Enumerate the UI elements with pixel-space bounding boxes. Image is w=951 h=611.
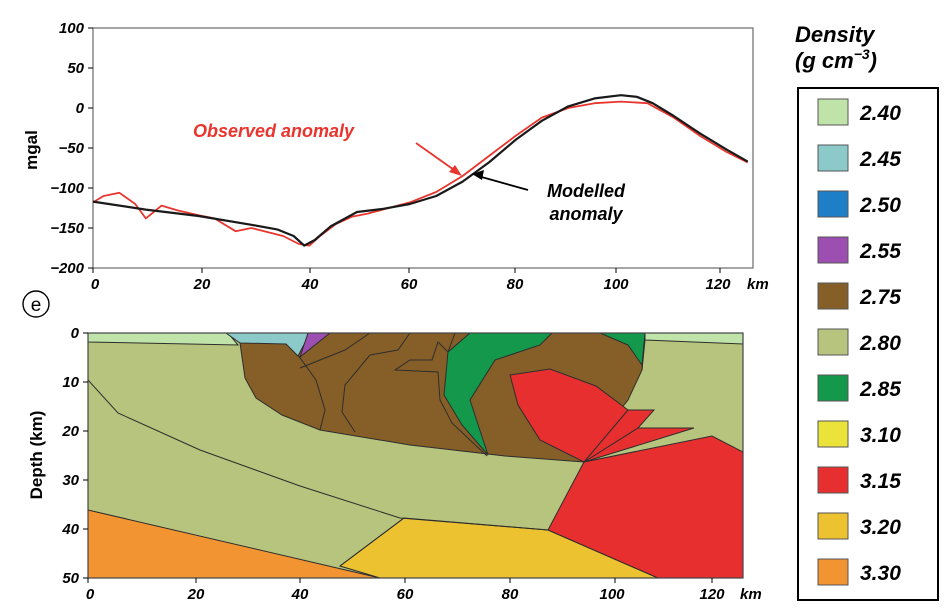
legend-swatch-2-75 xyxy=(817,282,849,310)
legend-swatch-2-40 xyxy=(817,98,849,126)
modelled-arrow-head xyxy=(472,170,484,180)
sx-tick-20: 20 xyxy=(187,586,205,603)
sx-unit-km: km xyxy=(740,586,762,603)
intrusion-inner-2 xyxy=(583,427,639,463)
sy-tick-0: 0 xyxy=(71,325,80,342)
sx-tick-100: 100 xyxy=(599,586,625,603)
panel-label: e xyxy=(31,295,42,316)
modelled-anomaly-label-line1: Modelled xyxy=(547,181,626,201)
basin-fault-4 xyxy=(393,332,488,457)
legend-swatch-3-20 xyxy=(817,512,849,540)
gravity-x-ticks: 0 20 40 60 80 100 120 km xyxy=(91,268,769,293)
gx-tick-20: 20 xyxy=(193,276,211,293)
legend-swatch-2-50 xyxy=(817,190,849,218)
gx-tick-40: 40 xyxy=(301,276,319,293)
legend-value-2-80: 2.80 xyxy=(859,332,901,355)
sy-tick-40: 40 xyxy=(61,521,79,538)
sy-tick-10: 10 xyxy=(62,374,79,391)
sy-tick-50: 50 xyxy=(62,570,79,587)
layer-2-85-wedge xyxy=(443,332,554,456)
observed-arrow-head xyxy=(449,165,462,176)
gy-tick-m150: −150 xyxy=(50,220,84,237)
basin-fault-3 xyxy=(341,332,411,433)
gx-tick-100: 100 xyxy=(603,276,629,293)
gravity-panel: 100 50 0 −50 −100 −150 −200 0 20 40 60 8… xyxy=(22,20,769,293)
sx-tick-40: 40 xyxy=(291,586,309,603)
modelled-arrow-line xyxy=(477,175,529,191)
gy-tick-100: 100 xyxy=(59,20,85,37)
section-x-ticks: 0 20 40 60 80 100 120 km xyxy=(86,578,762,603)
legend-value-3-10: 3.10 xyxy=(860,424,901,447)
legend-items: 2.40 2.45 2.50 2.55 2.75 2.80 2.85 3.10 3.15 3.20… xyxy=(817,98,901,586)
legend-swatch-3-10 xyxy=(817,420,849,448)
legend-value-2-85: 2.85 xyxy=(859,378,901,401)
legend-swatch-3-15 xyxy=(817,466,849,494)
sy-tick-30: 30 xyxy=(62,472,79,489)
gy-tick-50: 50 xyxy=(67,60,84,77)
modelled-anomaly-label-line2: anomaly xyxy=(549,204,623,224)
crust-boundary-3 xyxy=(339,517,405,567)
observed-arrow-line xyxy=(415,142,458,173)
legend-value-2-40: 2.40 xyxy=(859,102,901,125)
section-y-axis-label: Depth (km) xyxy=(27,411,46,500)
legend-value-2-55: 2.55 xyxy=(859,240,901,263)
sx-tick-80: 80 xyxy=(502,586,519,603)
legend-swatch-2-45 xyxy=(817,144,849,172)
sx-tick-0: 0 xyxy=(86,586,95,603)
series-layer xyxy=(92,94,749,247)
gy-tick-m50: −50 xyxy=(59,140,85,157)
gravity-y-ticks: 100 50 0 −50 −100 −150 −200 xyxy=(50,20,93,277)
legend-value-2-45: 2.45 xyxy=(859,148,901,171)
sy-tick-20: 20 xyxy=(61,423,79,440)
observed-anomaly-label: Observed anomaly xyxy=(193,121,355,141)
legend-value-2-75: 2.75 xyxy=(859,286,901,309)
legend-value-2-50: 2.50 xyxy=(859,194,901,217)
modelled-anomaly-line xyxy=(92,94,749,247)
gx-tick-80: 80 xyxy=(507,276,524,293)
legend-swatch-2-55 xyxy=(817,236,849,264)
legend-swatch-2-80 xyxy=(817,328,849,356)
gravity-y-axis-label: mgal xyxy=(22,130,41,170)
legend-title-line2: (g cm−3) xyxy=(795,46,877,73)
section-panel: e xyxy=(22,290,762,603)
section-y-ticks: 0 10 20 30 40 50 xyxy=(61,325,88,587)
gy-tick-0: 0 xyxy=(76,100,85,117)
gx-tick-0: 0 xyxy=(91,276,100,293)
legend-title-line1: Density xyxy=(795,22,876,47)
basin-fault-2 xyxy=(299,332,371,369)
crust-boundary-2 xyxy=(641,339,646,371)
legend-swatch-2-85 xyxy=(817,374,849,402)
sx-tick-120: 120 xyxy=(699,586,725,603)
panel-label-circle xyxy=(22,290,50,318)
gx-tick-120: 120 xyxy=(705,276,731,293)
gy-tick-m200: −200 xyxy=(50,260,84,277)
gy-tick-m100: −100 xyxy=(50,180,84,197)
legend-swatch-3-30 xyxy=(817,558,849,586)
section-frame xyxy=(87,332,744,579)
legend-value-3-30: 3.30 xyxy=(860,562,901,585)
intrusion-inner-1 xyxy=(583,409,629,463)
crust-boundary-1 xyxy=(87,379,549,531)
sx-tick-60: 60 xyxy=(397,586,414,603)
gx-unit-km: km xyxy=(747,276,769,293)
gx-tick-60: 60 xyxy=(401,276,418,293)
legend-value-3-15: 3.15 xyxy=(860,470,901,493)
density-legend: Density (g cm−3) 2.40 2.45 2.50 2.55 2.75 2.8… xyxy=(795,22,939,601)
legend-value-3-20: 3.20 xyxy=(860,516,901,539)
